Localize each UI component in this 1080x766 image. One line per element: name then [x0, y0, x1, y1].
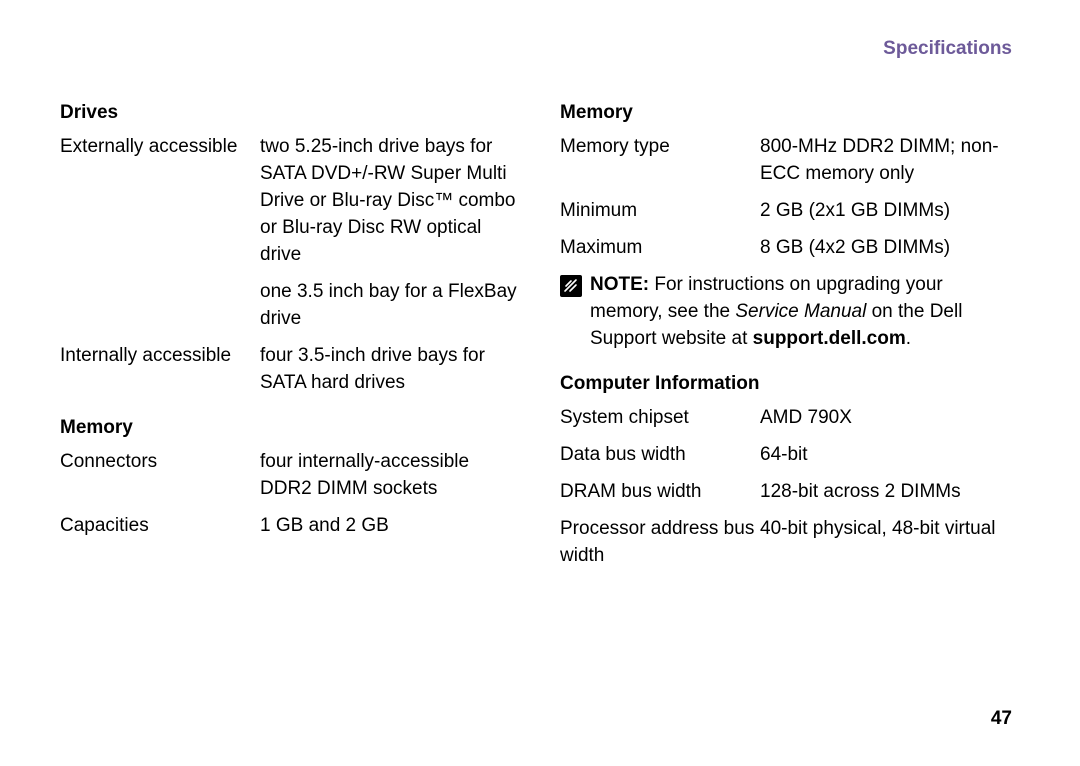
spec-value: 128-bit across 2 DIMMs [760, 479, 1020, 506]
spec-row: Memory type 800-MHz DDR2 DIMM; non-ECC m… [560, 134, 1020, 188]
spec-row: Capacities 1 GB and 2 GB [60, 513, 520, 540]
spec-label: Processor address bus width [560, 516, 760, 570]
spec-value: 64-bit [760, 442, 1020, 469]
spec-row: Data bus width 64-bit [560, 442, 1020, 469]
spec-label: Data bus width [560, 442, 760, 469]
spec-label: Capacities [60, 513, 260, 540]
spec-value: AMD 790X [760, 405, 1020, 432]
spec-row: Internally accessible four 3.5-inch driv… [60, 343, 520, 397]
spec-label: Connectors [60, 449, 260, 476]
header-title: Specifications [883, 38, 1012, 59]
note-icon [560, 275, 582, 297]
spec-value: 2 GB (2x1 GB DIMMs) [760, 198, 1020, 225]
note-text: NOTE: For instructions on upgrading your… [590, 272, 1020, 353]
spec-row: DRAM bus width 128-bit across 2 DIMMs [560, 479, 1020, 506]
spec-label: DRAM bus width [560, 479, 760, 506]
spec-value: four 3.5-inch drive bays for SATA hard d… [260, 343, 520, 397]
spec-row: Maximum 8 GB (4x2 GB DIMMs) [560, 235, 1020, 262]
spec-label: System chipset [560, 405, 760, 432]
spec-label: Maximum [560, 235, 760, 262]
spec-row: Externally accessible two 5.25-inch driv… [60, 134, 520, 269]
spec-value: 800-MHz DDR2 DIMM; non-ECC memory only [760, 134, 1020, 188]
spec-label: Memory type [560, 134, 760, 161]
spec-value: 40-bit physical, 48-bit virtual [760, 516, 1020, 543]
spec-label: Internally accessible [60, 343, 260, 370]
note-part-c: . [906, 328, 911, 349]
spec-value: four internally-accessible DDR2 DIMM soc… [260, 449, 520, 503]
note-bold: support.dell.com [753, 328, 906, 349]
section-title-memory-right: Memory [560, 102, 1020, 124]
note-row: NOTE: For instructions on upgrading your… [560, 272, 1020, 353]
spec-value: 8 GB (4x2 GB DIMMs) [760, 235, 1020, 262]
page: Specifications Drives Externally accessi… [0, 0, 1080, 766]
spec-row: Minimum 2 GB (2x1 GB DIMMs) [560, 198, 1020, 225]
spec-value: 1 GB and 2 GB [260, 513, 520, 540]
page-number: 47 [991, 708, 1012, 730]
spec-value: one 3.5 inch bay for a FlexBay drive [260, 279, 520, 333]
spec-row: Processor address bus width 40-bit physi… [560, 516, 1020, 570]
content-columns: Drives Externally accessible two 5.25-in… [60, 100, 1020, 580]
page-header: Specifications [60, 38, 1020, 60]
spec-row: Connectors four internally-accessible DD… [60, 449, 520, 503]
right-column: Memory Memory type 800-MHz DDR2 DIMM; no… [560, 100, 1020, 580]
left-column: Drives Externally accessible two 5.25-in… [60, 100, 520, 580]
spec-value: two 5.25-inch drive bays for SATA DVD+/-… [260, 134, 520, 269]
spec-label: Externally accessible [60, 134, 260, 161]
section-title-memory-left: Memory [60, 417, 520, 439]
note-prefix: NOTE: [590, 274, 649, 295]
spec-label: Minimum [560, 198, 760, 225]
note-italic: Service Manual [735, 301, 866, 322]
spec-row: System chipset AMD 790X [560, 405, 1020, 432]
section-title-drives: Drives [60, 102, 520, 124]
section-title-computer: Computer Information [560, 373, 1020, 395]
spec-row: one 3.5 inch bay for a FlexBay drive [60, 279, 520, 333]
